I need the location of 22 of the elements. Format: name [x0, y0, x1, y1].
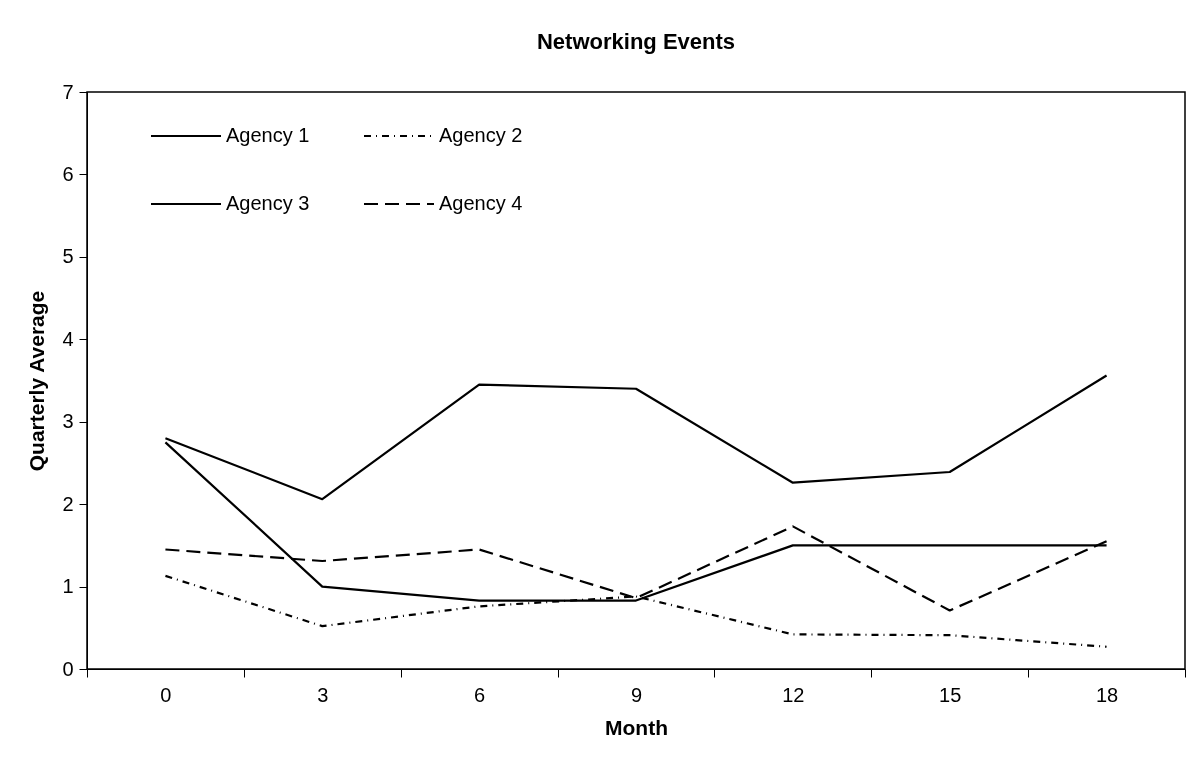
x-tick-label: 6: [474, 683, 486, 706]
x-tick-label: 0: [160, 683, 172, 706]
y-tick-label: 1: [62, 575, 74, 598]
y-tick-label: 2: [62, 492, 74, 515]
legend-label: Agency 4: [439, 192, 523, 214]
legend-label: Agency 3: [226, 192, 310, 214]
x-tick-label: 15: [939, 683, 962, 706]
y-tick-label: 7: [62, 80, 74, 103]
y-tick-label: 4: [62, 327, 74, 350]
y-tick-label: 3: [62, 410, 74, 433]
y-tick-label: 6: [62, 162, 74, 185]
x-tick-label: 18: [1095, 683, 1119, 706]
x-tick-label: 3: [317, 683, 329, 706]
x-tick-label: 12: [782, 683, 805, 706]
y-tick-label: 0: [62, 657, 74, 680]
legend-label: Agency 2: [439, 124, 523, 146]
legend-label: Agency 1: [226, 124, 310, 146]
x-tick-label: 9: [630, 683, 643, 706]
x-axis-title: Month: [605, 715, 668, 739]
y-axis-title: Quarterly Average: [25, 290, 49, 472]
chart-title: Networking Events: [536, 29, 736, 54]
y-tick-label: 5: [62, 245, 74, 268]
